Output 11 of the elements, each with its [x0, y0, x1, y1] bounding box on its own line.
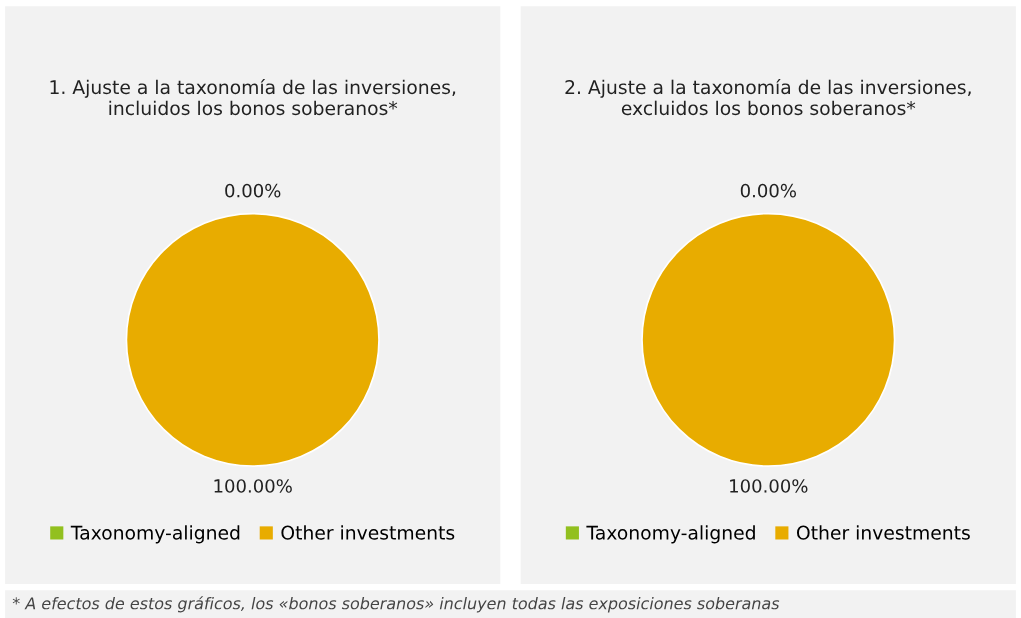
data-label: 100.00%	[214, 479, 292, 493]
legend-label: Taxonomy-aligned	[586, 525, 755, 544]
legend-label: Other investments	[796, 525, 970, 540]
text: 0.00%	[740, 183, 796, 198]
data-label: 100.00%	[730, 479, 808, 493]
legend-label: Other investments	[281, 525, 455, 540]
chart-title: 1. Ajuste a la taxonomía de las inversiones, incluidos los bonos soberanos*	[50, 78, 456, 116]
text: * A efectos de estos gráficos, los «bonos soberanos» incluyen todas las exposiciones soberanas	[12, 596, 780, 613]
chart-title: 2. Ajuste a la taxonomía de las inversiones, excluidos los bonos soberanos*	[565, 78, 971, 116]
legend-label: Taxonomy-aligned	[70, 525, 240, 544]
text: 0.00%	[225, 183, 281, 198]
